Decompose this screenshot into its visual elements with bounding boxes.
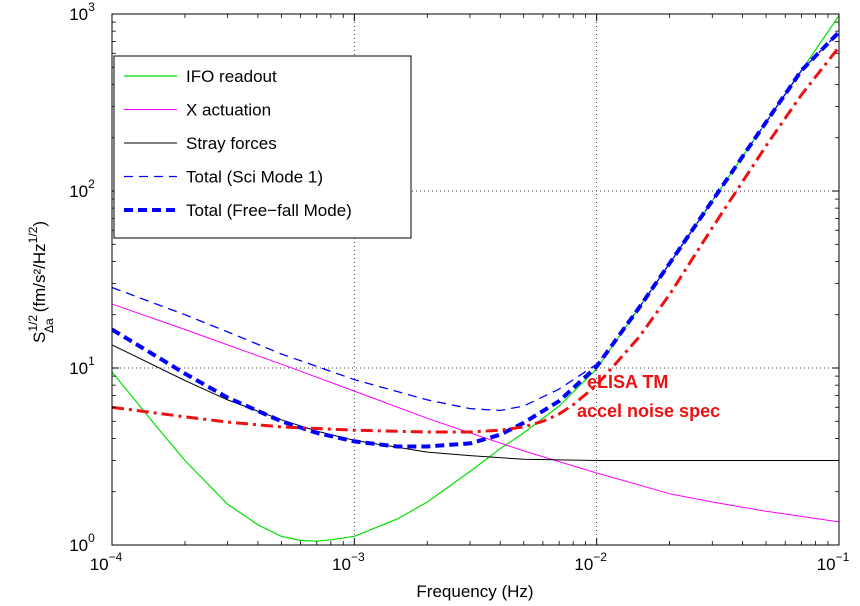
ylabel-sub: Δa	[42, 318, 56, 333]
legend-box	[113, 55, 412, 239]
x-tick-label: 10−3	[332, 550, 365, 574]
y-tick-label: 100	[69, 531, 95, 555]
legend: IFO readout X actuation Stray forces Total …	[113, 55, 412, 239]
series-line-4	[112, 30, 839, 449]
legend-label-4: Total (Free−fall Mode)	[186, 201, 352, 220]
annotation-line-1: eLISA TM	[587, 372, 668, 392]
legend-label-2: Stray forces	[186, 134, 277, 153]
ylabel-base: S	[30, 332, 49, 343]
y-tick-label: 103	[69, 0, 95, 24]
series-line-2	[112, 344, 839, 461]
x-tick-label: 10−4	[90, 550, 123, 574]
series-line-1	[112, 303, 839, 523]
ylabel-close: )	[30, 221, 49, 227]
ylabel-units-sup: 1/2	[26, 226, 40, 243]
ylabel-sup: 1/2	[26, 315, 40, 332]
legend-label-3: Total (Sci Mode 1)	[186, 168, 323, 187]
ylabel-units: (fm/s²/Hz	[30, 243, 49, 312]
y-tick-label: 101	[69, 354, 95, 378]
annotation-line-2: accel noise spec	[577, 401, 720, 421]
x-axis-title: Frequency (Hz)	[416, 582, 533, 601]
y-axis-title: S1/2 Δa(fm/s²/Hz1/2)	[26, 221, 56, 343]
axis-ticks: 10−4 10−3 10−2 10−1 100 101 102 103	[69, 0, 849, 574]
axes-frame	[111, 13, 840, 546]
series-line-5	[112, 46, 839, 434]
series-group	[112, 15, 839, 542]
legend-label-1: X actuation	[186, 101, 271, 120]
svg-text:S1/2Δa(fm/s²/Hz1/2): S1/2 Δa(fm/s²/Hz1/2)	[26, 221, 56, 343]
plot-area	[112, 15, 839, 542]
x-tick-label: 10−2	[574, 550, 607, 574]
x-tick-label: 10−1	[817, 550, 850, 574]
y-tick-label: 102	[69, 177, 95, 201]
legend-label-0: IFO readout	[186, 67, 277, 86]
